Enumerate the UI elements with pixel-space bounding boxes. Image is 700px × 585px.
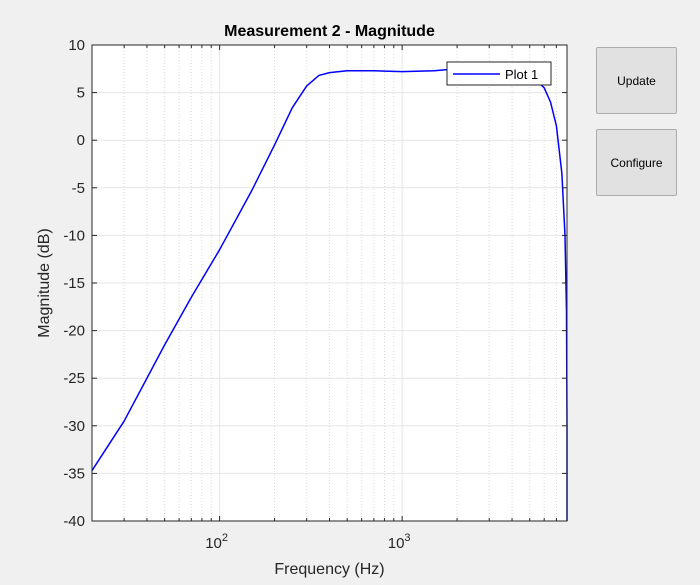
- y-tick-label: 10: [68, 37, 85, 54]
- ticks: 10 5 0 -5 -10 -15 -20 -25 -30 -35 -40 102 103: [63, 37, 568, 552]
- y-tick-label: -35: [63, 465, 85, 482]
- legend: Plot 1: [446, 61, 552, 86]
- y-axis-label: Magnitude (dB): [36, 228, 53, 337]
- y-tick-label: -25: [63, 370, 85, 387]
- x-tick-label: 102: [205, 532, 228, 552]
- y-tick-label: 5: [77, 85, 85, 102]
- x-tick-label: 103: [388, 532, 411, 552]
- chart-title: Measurement 2 - Magnitude: [224, 23, 435, 40]
- x-axis-label: Frequency (Hz): [274, 561, 384, 578]
- y-tick-label: -10: [63, 227, 85, 244]
- y-tick-label: -20: [63, 323, 85, 340]
- y-tick-label: -15: [63, 275, 85, 292]
- series-line-1: [91, 67, 568, 521]
- configure-button[interactable]: Configure: [596, 129, 677, 196]
- y-tick-label: 0: [77, 132, 85, 149]
- legend-label-plot-1: Plot 1: [505, 67, 538, 82]
- y-tick-label: -40: [63, 513, 85, 530]
- update-button[interactable]: Update: [596, 47, 677, 114]
- y-tick-label: -30: [63, 418, 85, 435]
- series-layer: [91, 67, 568, 521]
- y-tick-label: -5: [72, 180, 85, 197]
